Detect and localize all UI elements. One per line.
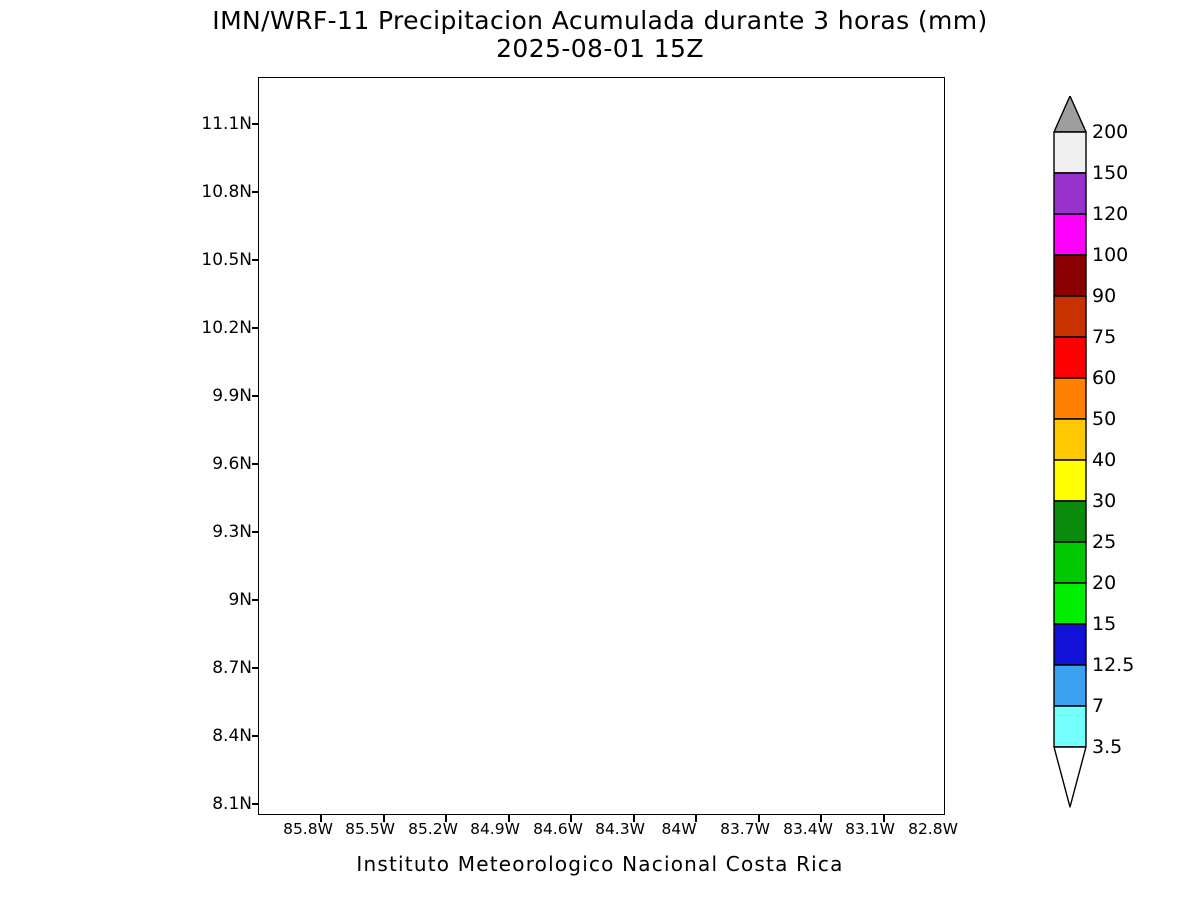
colorbar-tick-label: 30 — [1092, 490, 1117, 512]
colorbar-tick-label: 50 — [1092, 408, 1117, 430]
y-tick-label: 10.5N — [201, 250, 252, 270]
x-tick-label: 85.5W — [345, 820, 395, 838]
y-tick-label: 10.2N — [201, 318, 252, 338]
x-tick-label: 84.9W — [470, 820, 520, 838]
colorbar-tick-label: 40 — [1092, 449, 1117, 471]
y-tick-label: 8.4N — [212, 726, 252, 746]
colorbar-tick-label: 25 — [1092, 531, 1117, 553]
colorbar-tick-label: 120 — [1092, 203, 1129, 225]
colorbar-tick-label: 100 — [1092, 244, 1129, 266]
y-tick-label: 9.6N — [212, 454, 252, 474]
colorbar-tick-label: 90 — [1092, 285, 1117, 307]
colorbar-tick-label: 3.5 — [1092, 736, 1123, 758]
colorbar-tick-label: 150 — [1092, 162, 1129, 184]
colorbar-swatches — [1053, 96, 1087, 808]
x-tick-label: 82.8W — [908, 820, 958, 838]
colorbar-tick-label: 15 — [1092, 613, 1117, 635]
chart-subtitle: 2025-08-01 15Z — [496, 34, 704, 63]
y-tick-label: 9.3N — [212, 522, 252, 542]
latitude-axis: 11.1N 10.8N 10.5N 10.2N 9.9N 9.6N 9.3N 9… — [190, 77, 252, 815]
colorbar-tick-label: 200 — [1092, 121, 1129, 143]
map-frame-border — [258, 77, 945, 815]
colorbar-tick-label: 60 — [1092, 367, 1117, 389]
page-title: IMN/WRF-11 Precipitacion Acumulada duran… — [212, 6, 988, 35]
y-tick-label: 8.1N — [212, 794, 252, 814]
precipitation-colorbar[interactable] — [1053, 96, 1087, 808]
y-tick-label: 9.9N — [212, 386, 252, 406]
longitude-axis: 85.8W 85.5W 85.2W 84.9W 84.6W 84.3W 84W … — [0, 820, 1200, 844]
y-tick-label: 11.1N — [201, 114, 252, 134]
x-tick-label: 84W — [661, 820, 697, 838]
x-tick-label: 85.2W — [408, 820, 458, 838]
x-tick-label: 83.1W — [845, 820, 895, 838]
y-tick-label: 9N — [228, 590, 252, 610]
x-tick-label: 84.6W — [533, 820, 583, 838]
x-tick-label: 83.4W — [783, 820, 833, 838]
colorbar-tick-label: 75 — [1092, 326, 1117, 348]
footer-credit: Instituto Meteorologico Nacional Costa R… — [356, 852, 844, 876]
colorbar-over-arrow — [1053, 96, 1087, 133]
x-tick-label: 85.8W — [283, 820, 333, 838]
precipitation-map-panel[interactable] — [258, 77, 945, 815]
x-tick-label: 84.3W — [595, 820, 645, 838]
colorbar-under-arrow — [1053, 746, 1087, 808]
chart-title-block: IMN/WRF-11 Precipitacion Acumulada duran… — [0, 6, 1200, 63]
y-tick-label: 8.7N — [212, 658, 252, 678]
colorbar-tick-label: 12.5 — [1092, 654, 1135, 676]
colorbar-tick-label: 7 — [1092, 695, 1105, 717]
y-tick-label: 10.8N — [201, 182, 252, 202]
x-tick-label: 83.7W — [720, 820, 770, 838]
colorbar-tick-label: 20 — [1092, 572, 1117, 594]
